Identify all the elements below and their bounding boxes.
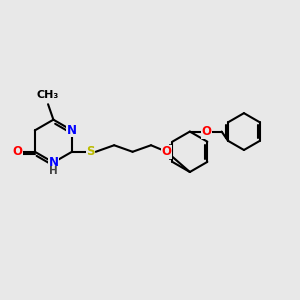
Text: CH₃: CH₃ [37, 90, 59, 100]
Text: N: N [67, 124, 77, 137]
Text: S: S [86, 145, 94, 158]
Text: O: O [201, 125, 211, 138]
Text: O: O [13, 145, 22, 158]
Text: N: N [48, 156, 59, 169]
Text: O: O [162, 145, 172, 158]
Text: H: H [49, 167, 58, 176]
